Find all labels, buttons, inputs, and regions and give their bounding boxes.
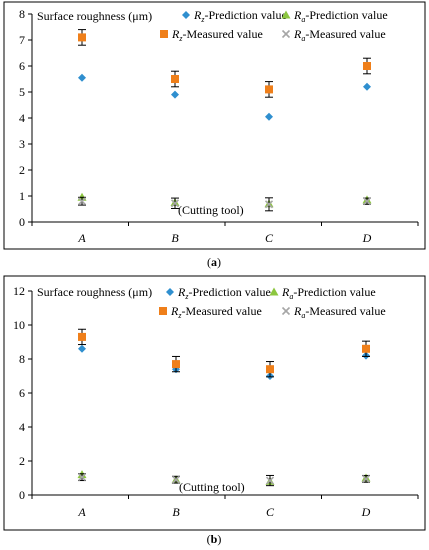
legend-symbol: R xyxy=(293,27,302,41)
y-tick-label: 6 xyxy=(19,59,25,73)
point-rz_pred xyxy=(171,90,179,99)
legend-symbol: R xyxy=(170,304,179,318)
point-ra_meas xyxy=(264,200,274,209)
chart-a: 0 1 2 3 4 5 6 7 8 A B C D Surface roughness (μm) (Cutt… xyxy=(3,1,426,269)
point-ra_meas xyxy=(77,473,87,482)
y-tick-label: 4 xyxy=(19,111,25,125)
point-rz_meas xyxy=(78,33,86,42)
legend-label: Ra-Prediction value xyxy=(281,285,376,301)
legend-suffix: -Measured value xyxy=(182,27,262,41)
x-tick-label: C xyxy=(266,505,275,519)
legend-suffix: -Measured value xyxy=(305,27,385,41)
y-tick-label: 8 xyxy=(19,352,25,366)
point-rz_meas xyxy=(266,365,274,374)
y-tick-label: 4 xyxy=(19,420,25,434)
point-rz_meas xyxy=(363,62,371,70)
legend-label: Rz-Measured value xyxy=(170,304,262,320)
legend-label: Rz-Prediction value xyxy=(177,285,271,301)
point-ra_meas xyxy=(170,199,180,208)
legend-label: Rz-Prediction value xyxy=(193,8,287,24)
y-tick-label: 5 xyxy=(19,85,25,99)
legend-label: Rz-Measured value xyxy=(171,27,263,43)
legend-marker xyxy=(160,30,168,38)
y-tick-label: 6 xyxy=(19,386,25,400)
figure-caption: (b) xyxy=(207,532,222,546)
point-rz_pred xyxy=(265,112,273,121)
y-tick-label: 0 xyxy=(19,215,25,229)
x-tick-label: B xyxy=(172,505,180,519)
legend-subscript: z xyxy=(184,292,189,301)
legend-suffix: -Prediction value xyxy=(188,285,270,299)
legend-marker xyxy=(269,287,279,296)
x-axis-label: (Cutting tool) xyxy=(179,480,245,494)
legend-label: Ra-Prediction value xyxy=(293,8,388,24)
y-tick-label: 0 xyxy=(19,488,25,502)
point-ra_meas xyxy=(361,474,371,483)
y-tick-label: 2 xyxy=(19,163,25,177)
legend-symbol: R xyxy=(171,27,180,41)
x-tick-label: D xyxy=(361,505,371,519)
legend-symbol: R xyxy=(193,8,202,22)
legend-marker xyxy=(166,288,174,296)
legend-suffix: -Prediction value xyxy=(204,8,286,22)
chart-frame xyxy=(3,275,426,531)
legend-marker xyxy=(281,10,291,19)
legend-subscript: a xyxy=(301,311,305,320)
legend-symbol: R xyxy=(177,285,186,299)
legend-marker xyxy=(182,11,190,19)
legend-label: Ra-Measured value xyxy=(293,27,386,43)
point-ra_meas xyxy=(265,476,275,485)
point-rz_meas xyxy=(265,85,273,94)
y-tick-label: 8 xyxy=(19,7,25,21)
point-ra_meas xyxy=(171,475,181,484)
point-rz_meas xyxy=(172,360,180,369)
point-ra_meas xyxy=(77,197,87,206)
legend-subscript: a xyxy=(301,15,305,24)
x-tick-label: B xyxy=(171,231,179,245)
y-axis-label: Surface roughness (μm) xyxy=(37,9,152,23)
legend-subscript: z xyxy=(177,311,182,320)
caption-letter: a xyxy=(211,255,217,269)
y-tick-label: 2 xyxy=(19,454,25,468)
x-tick-label: D xyxy=(362,231,372,245)
chart-b: 0 2 4 6 8 10 12 A B C D Surface roughness (μm) (Cutt… xyxy=(3,275,426,546)
legend-subscript: z xyxy=(200,15,205,24)
legend-symbol: R xyxy=(281,285,290,299)
point-rz_meas xyxy=(171,75,179,83)
figure-caption: (a) xyxy=(207,255,221,269)
y-tick-label: 1 xyxy=(19,189,25,203)
chart-frame xyxy=(3,1,426,250)
caption-letter: b xyxy=(211,532,218,546)
legend-subscript: a xyxy=(289,292,293,301)
legend-symbol: R xyxy=(293,8,302,22)
legend-label: Ra-Measured value xyxy=(293,304,386,320)
point-rz_pred xyxy=(78,73,86,82)
legend-suffix: -Prediction value xyxy=(305,8,387,22)
point-rz_pred xyxy=(363,82,371,91)
point-rz_pred xyxy=(78,344,86,353)
legend-marker xyxy=(281,29,291,39)
x-tick-label: A xyxy=(77,231,86,245)
legend-subscript: a xyxy=(301,34,305,43)
y-tick-label: 3 xyxy=(19,137,25,151)
y-tick-label: 12 xyxy=(13,284,25,298)
legend-symbol: R xyxy=(293,304,302,318)
x-tick-label: A xyxy=(77,505,86,519)
point-rz_meas xyxy=(362,344,370,353)
legend-suffix: -Measured value xyxy=(181,304,261,318)
x-axis-label: (Cutting tool) xyxy=(178,203,244,217)
y-axis-label: Surface roughness (μm) xyxy=(37,285,152,299)
y-tick-label: 10 xyxy=(13,318,25,332)
point-rz_meas xyxy=(78,332,86,341)
legend-suffix: -Prediction value xyxy=(293,285,375,299)
legend-marker xyxy=(159,307,167,315)
y-tick-label: 7 xyxy=(19,33,25,47)
point-ra_meas xyxy=(362,197,372,206)
x-tick-label: C xyxy=(265,231,274,245)
legend-suffix: -Measured value xyxy=(305,304,385,318)
legend-subscript: z xyxy=(178,34,183,43)
legend-marker xyxy=(281,306,291,316)
